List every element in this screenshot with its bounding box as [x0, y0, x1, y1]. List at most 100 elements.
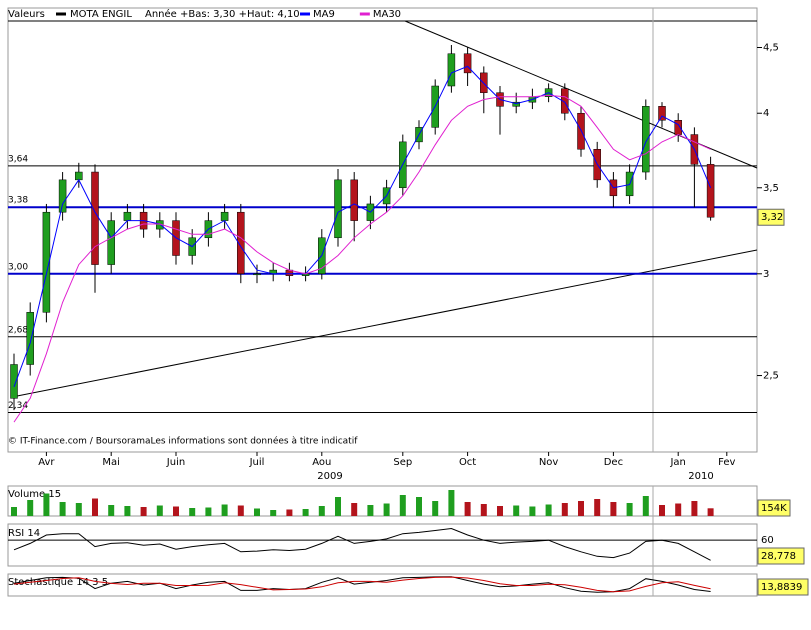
x-tick-label: Oct: [459, 457, 476, 468]
rsi-tick-label: 60: [761, 535, 774, 546]
candle-body: [123, 211, 132, 221]
candle-body: [237, 211, 245, 275]
candle-body: [350, 179, 358, 221]
price-panel: [7, 7, 758, 453]
volume-bar: [237, 505, 244, 516]
rsi-panel: [7, 523, 758, 567]
stochastic-line: [13, 576, 711, 593]
stochastic-panel: [7, 573, 758, 597]
volume-bar: [254, 508, 260, 516]
volume-bar: [140, 507, 147, 516]
moving-average: [13, 94, 711, 423]
level-label: 2,68: [8, 325, 28, 335]
level-label: 3,00: [8, 262, 28, 272]
volume-bar: [561, 503, 568, 516]
legend-title: Valeurs: [8, 9, 45, 20]
rsi-box: [757, 547, 805, 565]
candle-body: [91, 171, 99, 265]
price-label: 3,32: [761, 212, 783, 223]
candle-body: [658, 106, 666, 121]
level-label: 3,64: [8, 154, 28, 164]
y-tick-label: 3,5: [763, 183, 779, 194]
volume-bar: [610, 502, 617, 516]
rsi-title: RSI 14: [8, 528, 40, 539]
candle-body: [107, 220, 115, 265]
stochastic-last: 13,8839: [761, 582, 802, 593]
volume-last: 154K: [761, 503, 787, 514]
volume-bar: [578, 501, 584, 516]
volume-bar: [659, 505, 665, 516]
volume-bar: [221, 504, 228, 516]
candle-body: [220, 211, 229, 221]
candle-body: [512, 101, 520, 107]
volume-bar: [335, 497, 341, 516]
price-box: [757, 208, 785, 226]
volume-bar: [270, 510, 277, 516]
volume-bar: [318, 506, 325, 516]
volume-bar: [124, 506, 131, 516]
x-tick-label: Aou: [312, 457, 331, 468]
legend-label: MA30: [373, 9, 401, 20]
volume-bar: [432, 501, 439, 516]
legend-label: MA9: [313, 9, 335, 20]
volume-bar: [286, 509, 293, 516]
legend-instrument: MOTA ENGIL: [70, 9, 132, 20]
candle-body: [75, 171, 83, 181]
volume-title: Volume 15: [8, 489, 61, 500]
candle-body: [26, 312, 34, 365]
volume-bar: [529, 506, 536, 516]
volume-bar: [594, 499, 601, 516]
volume-panel: [7, 485, 758, 517]
candle-body: [10, 364, 18, 399]
x-tick-label: Nov: [539, 457, 559, 468]
volume-bar: [513, 505, 520, 516]
x-tick-label: Mai: [102, 457, 120, 468]
volume-bar: [497, 506, 503, 516]
candle-body: [253, 273, 261, 276]
volume-box: [757, 499, 791, 517]
candle-body: [561, 88, 569, 114]
volume-bar: [108, 505, 115, 516]
candle-body: [706, 164, 715, 218]
y-tick-label: 4,5: [763, 42, 779, 53]
y-tick-label: 3: [763, 269, 769, 280]
volume-bar: [205, 507, 212, 516]
candle-body: [58, 179, 67, 213]
x-tick-label: Juin: [166, 457, 185, 468]
candle-body: [463, 53, 472, 74]
volume-bar: [27, 500, 34, 516]
x-tick-label: Jan: [669, 457, 685, 468]
candle-body: [642, 106, 650, 173]
volume-bar: [545, 504, 552, 516]
stochastic-title: Stochastique 14 3 5: [8, 577, 108, 588]
year-label: 2009: [317, 471, 342, 482]
level-label: 2,34: [8, 401, 28, 411]
volume-bar: [156, 505, 163, 516]
rsi-line: [13, 527, 711, 561]
volume-bar: [351, 503, 358, 516]
volume-bar: [480, 504, 487, 516]
stochastic-line: [13, 576, 711, 593]
volume-bar: [691, 501, 698, 516]
volume-bar: [448, 490, 455, 516]
volume-bar: [92, 498, 98, 516]
stochastic-box: [757, 578, 809, 596]
candle-body: [42, 211, 51, 313]
volume-bar: [416, 497, 422, 516]
x-tick-label: Dec: [604, 457, 623, 468]
y-tick-label: 2,5: [763, 371, 779, 382]
volume-bar: [11, 507, 17, 516]
x-tick-label: Fev: [718, 457, 735, 468]
volume-bar: [707, 508, 714, 516]
x-tick-label: Juil: [249, 457, 265, 468]
level-label: 3,38: [8, 196, 28, 206]
range-note: Année +Bas: 3,30 +Haut: 4,10: [145, 8, 300, 20]
x-tick-label: Avr: [38, 457, 55, 468]
volume-bar: [367, 505, 374, 516]
y-tick-label: 4: [763, 108, 769, 119]
volume-bar: [302, 509, 309, 516]
volume-bar: [189, 508, 196, 516]
volume-bar: [75, 503, 82, 516]
